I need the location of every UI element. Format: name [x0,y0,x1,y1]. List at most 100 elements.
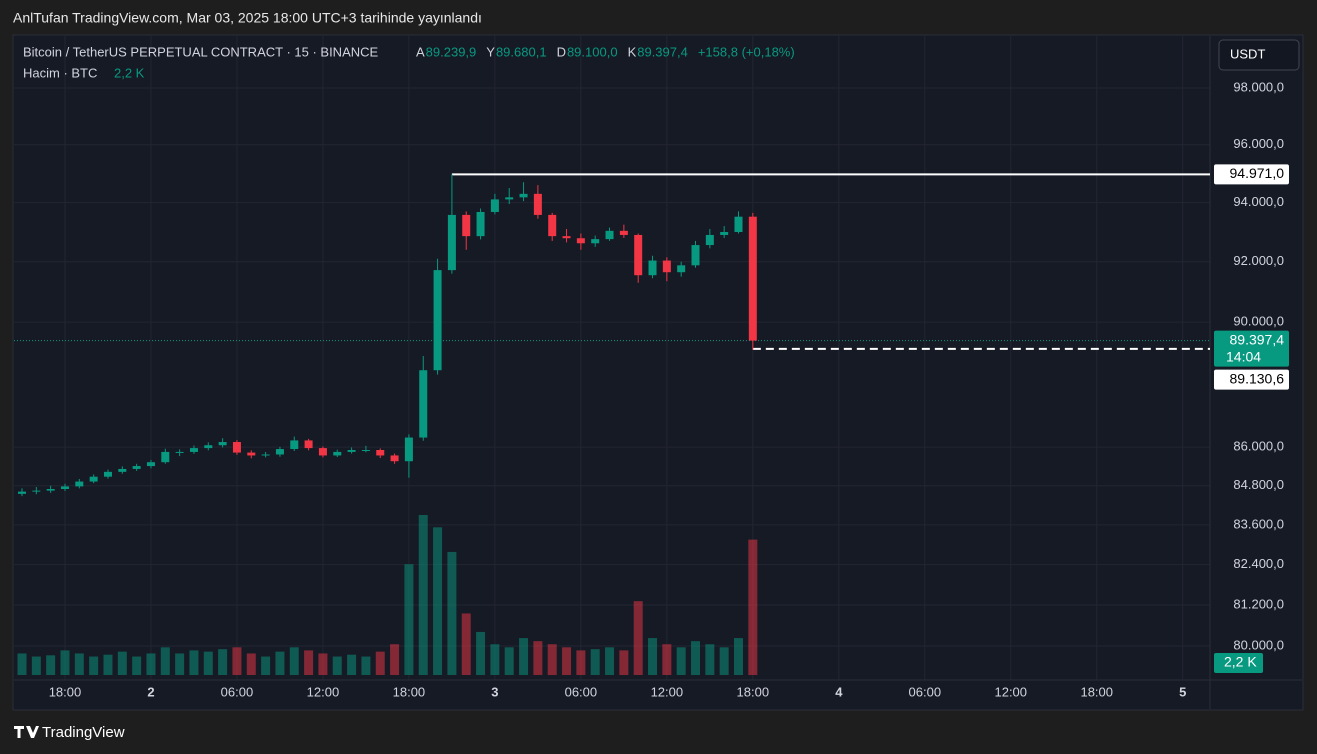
candle-body [333,451,342,456]
footer: TradingView [42,724,125,741]
volume-bar [246,653,256,675]
candle-body [32,490,41,492]
volume-bar [504,647,514,675]
x-tick-label: 18:00 [49,684,82,699]
candle-body [304,440,313,449]
candle-body [46,489,55,491]
volume-name: Hacim · BTC [23,65,97,80]
volume-bar [132,656,142,675]
candle-body [261,454,270,456]
header: AnlTufan TradingView.com, Mar 03, 2025 1… [13,10,482,26]
candle-body [189,448,198,452]
volume-bar [519,638,529,675]
volume-bar [547,644,557,675]
volume-bar [433,527,443,675]
x-tick-label: 06:00 [221,684,254,699]
candle-body [161,451,170,463]
volume-bar [332,656,342,675]
y-tick-label: 81.200,0 [1233,596,1284,611]
volume-bar [648,638,658,675]
volume-bar [447,551,457,675]
candle-body [634,234,643,276]
volume-bar [60,650,70,675]
candle-body [218,442,227,446]
volume-bar [590,649,600,675]
ohlc-key: Y [486,44,495,59]
x-tick-label: 18:00 [1080,684,1113,699]
candle-body [419,370,428,438]
level-label-box [1214,164,1289,185]
candle-body [462,214,471,237]
volume-bar [375,651,385,675]
level-label: 94.971,0 [1230,165,1285,181]
candle-body [519,193,528,198]
candle-body [677,265,686,273]
currency-button[interactable] [1218,39,1300,71]
y-tick-label: 90.000,0 [1233,314,1284,329]
currency-label[interactable]: USDT [1230,46,1265,61]
volume-bar [74,653,84,675]
volume-bar [633,601,643,675]
volume-bar [289,647,299,675]
volume-bar [662,644,672,675]
volume-bar [619,650,629,675]
candle-body [232,442,241,453]
volume-bar [361,656,371,675]
candle-body [662,260,671,273]
ohlc-value: 89.397,4 [637,44,688,59]
candle-body [748,216,757,341]
candle-body [691,245,700,266]
candle-body [175,451,184,453]
ohlc-value: 89.239,9 [426,44,477,59]
volume-bar [719,647,729,675]
candle-body [103,471,112,477]
candle-body [376,450,385,456]
y-tick-label: 82.400,0 [1233,556,1284,571]
candle-body [118,468,127,472]
candle-body [275,449,284,455]
volume-bar [31,656,41,675]
candle-body [89,476,98,482]
volume-bar [576,650,586,675]
volume-bar [17,653,27,675]
volume-bar [103,654,113,675]
y-tick-label: 86.000,0 [1233,439,1284,454]
volume-bar [605,647,615,675]
x-tick-label: 18:00 [393,684,426,699]
volume-label-box [1214,653,1263,673]
countdown: 14:04 [1226,348,1261,364]
candle-body [705,234,714,246]
x-tick-label: 2 [147,684,154,699]
candle-body [204,445,213,449]
logo-mark [14,726,39,738]
candle-body [75,481,84,487]
logo [14,726,39,738]
x-tick-label: 18:00 [737,684,770,699]
ohlc-legend: A 89.239,9 Y 89.680,1 D 89.100,0 K 89.397,4 +158… [416,44,795,59]
candle-body [562,236,571,239]
volume-bar [175,653,185,675]
candle-body [447,214,456,271]
volume-bar [304,650,314,675]
candle-body [60,486,69,490]
x-tick-label: 06:00 [909,684,942,699]
volume-bar [533,641,543,675]
candle-body [247,452,256,456]
ohlc-key: D [557,44,566,59]
candle-body [390,455,399,462]
ohlc-key: A [416,44,425,59]
y-tick-label: 83.600,0 [1233,516,1284,531]
y-tick-label: 84.800,0 [1233,477,1284,492]
volume-bar [461,613,471,675]
candle-body [404,437,413,462]
volume-bar [390,644,400,675]
volume-bar [203,651,213,675]
x-tick-label: 12:00 [994,684,1027,699]
price-label: 89.397,4 [1230,331,1285,347]
x-tick-label: 12:00 [307,684,340,699]
candle-body [18,491,26,494]
candle-body [361,450,370,452]
chart-pane [12,34,1304,711]
candle-body [619,230,628,235]
